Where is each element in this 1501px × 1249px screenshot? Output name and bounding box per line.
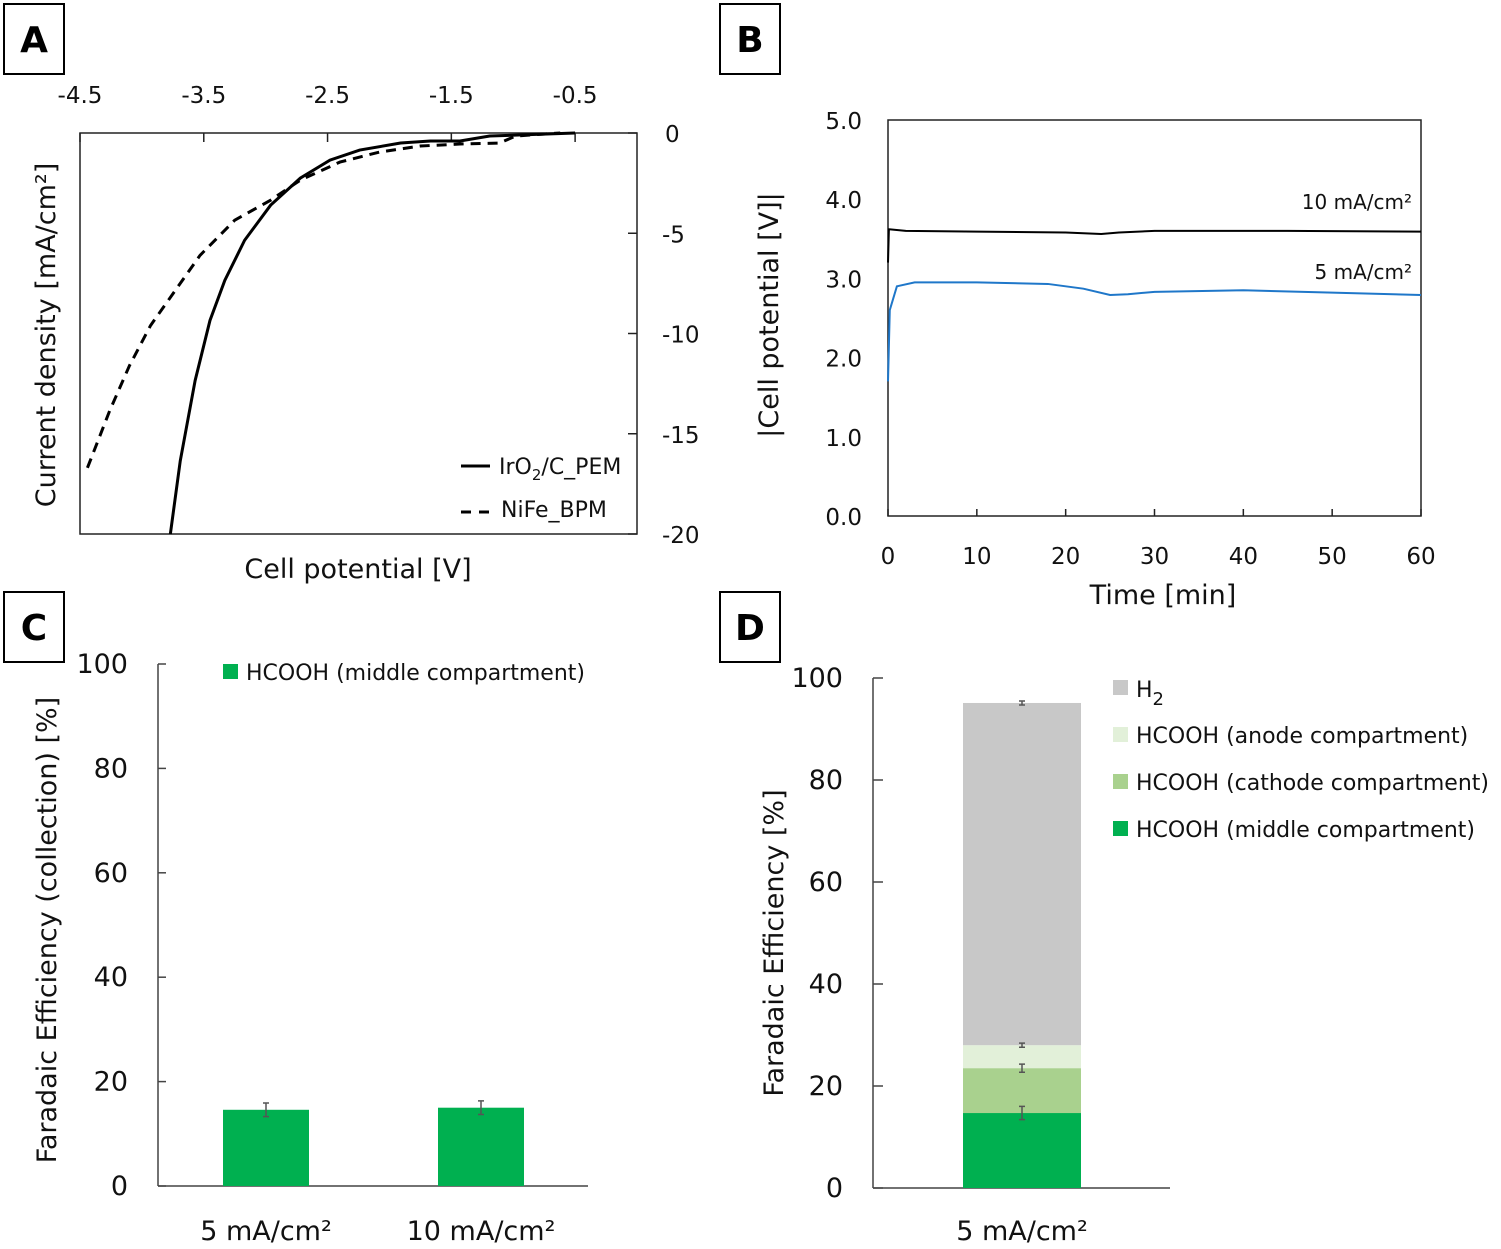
legend-swatch	[223, 664, 238, 679]
bar-segment-HCOOH (anode compartment)	[963, 1045, 1081, 1069]
y-tick-label: 80	[809, 765, 843, 796]
legend-label: H2	[1136, 678, 1164, 710]
x-tick-label: -3.5	[181, 83, 226, 109]
legend-label: HCOOH (anode compartment)	[1136, 724, 1468, 749]
panel-label-text: C	[21, 608, 47, 649]
x-tick-label: -1.5	[429, 83, 474, 109]
panel-c-chart: 0 20 40 60 80 100 Faradaic Efficiency (collect…	[32, 649, 588, 1247]
legend-label-NiFe: NiFe_BPM	[501, 498, 607, 523]
x-tick-label: -4.5	[58, 83, 103, 109]
panel-b-chart: 0 10 20 30 40 50 60 0.0 1.0 2.0 3.0 4.0 5.0 Time [min…	[754, 109, 1436, 611]
series-label-5mA: 5 mA/cm²	[1315, 260, 1412, 284]
y-tick-label: 2.0	[825, 347, 862, 373]
bar-segment-HCOOH (cathode compartment)	[963, 1068, 1081, 1114]
error-bar	[1019, 1063, 1025, 1073]
panel-label-D: D	[719, 591, 781, 663]
error-bar	[1019, 1042, 1025, 1048]
y-axis-title: |Cell potential [V]|	[754, 192, 785, 437]
error-bar	[478, 1100, 484, 1116]
y-tick-label: 5.0	[825, 109, 862, 135]
x-tick-label: 30	[1140, 544, 1169, 570]
series-line-NiFe_BPM	[86, 131, 561, 469]
panel-d-chart: 0 20 40 60 80 100 Faradaic Efficiency [%] 5 mA/…	[759, 663, 1489, 1247]
y-tick-label: -20	[662, 523, 700, 549]
series-label-10mA: 10 mA/cm²	[1302, 190, 1412, 214]
legend-label: HCOOH (middle compartment)	[246, 661, 585, 686]
y-tick-label: -10	[662, 323, 700, 349]
y-tick-label: 0	[111, 1171, 128, 1202]
y-tick-label: 0	[665, 122, 680, 148]
legend-swatch	[1113, 774, 1128, 789]
x-category-label: 5 mA/cm²	[956, 1216, 1088, 1247]
x-tick-label: 0	[881, 544, 896, 570]
bar-segment-H2	[963, 702, 1081, 1046]
x-axis-title: Cell potential [V]	[244, 554, 471, 585]
panel-label-text: B	[736, 20, 763, 61]
y-axis-title: Faradaic Efficiency [%]	[759, 789, 790, 1096]
y-tick-label: 3.0	[825, 267, 862, 293]
y-tick-label: 100	[76, 649, 128, 680]
legend-swatch	[1113, 680, 1128, 695]
error-bar	[1019, 1105, 1025, 1121]
series-line-10 mA/cm²	[887, 228, 1422, 263]
error-bar	[263, 1102, 269, 1118]
panel-label-text: A	[20, 20, 48, 61]
series-line-5 mA/cm²	[887, 281, 1422, 382]
x-tick-label: 10	[962, 544, 991, 570]
x-axis-title: Time [min]	[1089, 580, 1237, 611]
legend-label: HCOOH (middle compartment)	[1136, 818, 1475, 843]
x-tick-label: 60	[1406, 544, 1435, 570]
legend-swatch	[1113, 727, 1128, 742]
x-category-label: 10 mA/cm²	[407, 1216, 556, 1247]
y-tick-label: 40	[809, 969, 843, 1000]
panel-label-C: C	[3, 591, 65, 663]
y-tick-label: 100	[791, 663, 843, 694]
legend-label-IrO2: IrO2/C_PEM	[499, 455, 621, 484]
y-axis-title: Faradaic Efficiency (collection) [%]	[32, 697, 63, 1163]
y-tick-label: -5	[662, 222, 685, 248]
y-tick-label: 0.0	[825, 505, 862, 531]
bar-segment-HCOOH (middle compartment)	[963, 1113, 1081, 1188]
x-tick-label: -0.5	[553, 83, 598, 109]
y-axis-title: Current density [mA/cm²]	[31, 163, 62, 507]
y-tick-label: 60	[94, 858, 128, 889]
plot-frame	[887, 119, 1422, 517]
y-tick-label: 20	[94, 1067, 128, 1098]
y-tick-label: 1.0	[825, 426, 862, 452]
x-tick-label: 20	[1051, 544, 1080, 570]
y-tick-label: 4.0	[825, 188, 862, 214]
y-tick-label: 0	[826, 1173, 843, 1204]
x-category-label: 5 mA/cm²	[200, 1216, 332, 1247]
x-tick-label: 50	[1318, 544, 1347, 570]
x-tick-label: -2.5	[305, 83, 350, 109]
panel-label-A: A	[3, 3, 65, 75]
panel-a-chart: -4.5 -3.5 -2.5 -1.5 -0.5 0 -5 -10 -15 -20 Cell pot…	[31, 83, 700, 585]
legend-swatch	[1113, 821, 1128, 836]
y-tick-label: 40	[94, 962, 128, 993]
panel-label-text: D	[735, 608, 765, 649]
series-line-IrO2/C_PEM	[168, 131, 576, 535]
y-tick-label: 20	[809, 1071, 843, 1102]
legend-label: HCOOH (cathode compartment)	[1136, 771, 1489, 796]
bar-5 mA/cm²	[223, 1109, 309, 1186]
x-tick-label: 40	[1229, 544, 1258, 570]
y-tick-label: 60	[809, 867, 843, 898]
y-tick-label: -15	[662, 423, 700, 449]
panel-label-B: B	[719, 3, 781, 75]
y-tick-label: 80	[94, 753, 128, 784]
bar-10 mA/cm²	[438, 1107, 524, 1186]
error-bar	[1019, 700, 1025, 706]
